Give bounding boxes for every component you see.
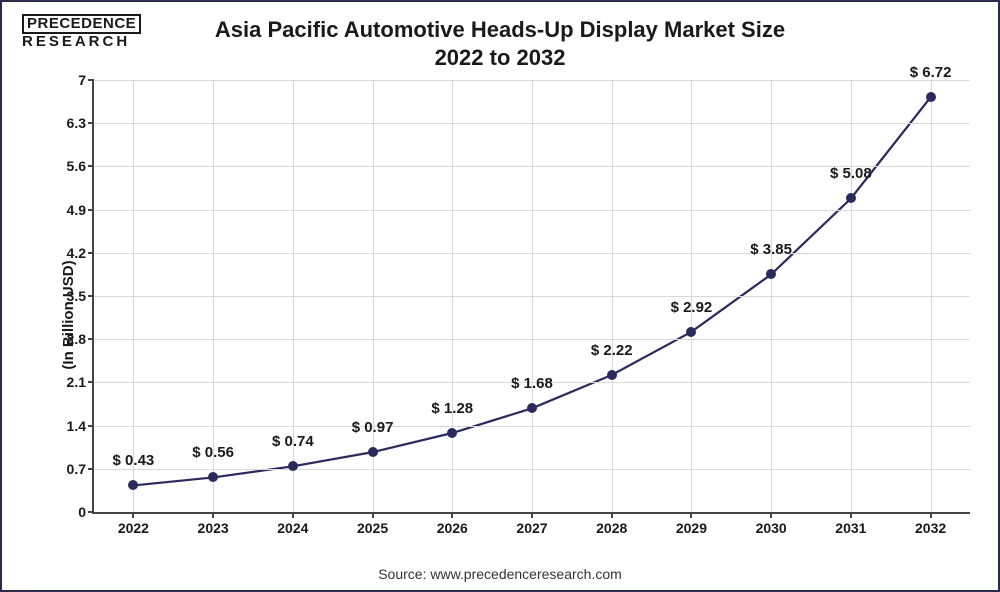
y-tick-mark	[88, 79, 94, 81]
plot-area: 00.71.42.12.83.54.24.95.66.3720222023202…	[92, 80, 970, 514]
y-tick-mark	[88, 252, 94, 254]
y-tick-mark	[88, 295, 94, 297]
data-label: $ 1.28	[431, 400, 473, 433]
data-label: $ 5.08	[830, 165, 872, 198]
chart-container: (In Billion USD) 00.71.42.12.83.54.24.95…	[20, 80, 980, 550]
data-label: $ 3.85	[750, 241, 792, 274]
data-label: $ 2.92	[671, 299, 713, 332]
chart-title: Asia Pacific Automotive Heads-Up Display…	[2, 16, 998, 71]
x-tick-mark	[611, 512, 613, 518]
data-label: $ 0.56	[192, 444, 234, 477]
data-label: $ 1.68	[511, 375, 553, 408]
gridline-vertical	[452, 80, 453, 512]
y-tick-mark	[88, 381, 94, 383]
data-label: $ 0.97	[352, 419, 394, 452]
y-tick-mark	[88, 165, 94, 167]
x-tick-mark	[292, 512, 294, 518]
gridline-vertical	[691, 80, 692, 512]
x-tick-mark	[451, 512, 453, 518]
y-tick-mark	[88, 511, 94, 513]
y-tick-mark	[88, 209, 94, 211]
gridline-vertical	[771, 80, 772, 512]
y-tick-mark	[88, 338, 94, 340]
gridline-vertical	[851, 80, 852, 512]
title-line-1: Asia Pacific Automotive Heads-Up Display…	[215, 17, 785, 42]
y-tick-mark	[88, 468, 94, 470]
x-tick-mark	[770, 512, 772, 518]
x-tick-mark	[690, 512, 692, 518]
x-tick-mark	[132, 512, 134, 518]
x-tick-mark	[850, 512, 852, 518]
gridline-vertical	[532, 80, 533, 512]
data-label: $ 2.22	[591, 342, 633, 375]
y-tick-mark	[88, 122, 94, 124]
x-tick-mark	[531, 512, 533, 518]
source-caption: Source: www.precedenceresearch.com	[2, 566, 998, 582]
data-label: $ 0.74	[272, 433, 314, 466]
x-tick-mark	[372, 512, 374, 518]
y-axis-label: (In Billion USD)	[60, 260, 77, 369]
x-tick-mark	[212, 512, 214, 518]
gridline-vertical	[612, 80, 613, 512]
title-line-2: 2022 to 2032	[435, 45, 566, 70]
data-label: $ 0.43	[113, 452, 155, 485]
gridline-vertical	[133, 80, 134, 512]
y-tick-mark	[88, 425, 94, 427]
x-tick-mark	[930, 512, 932, 518]
data-label: $ 6.72	[910, 64, 952, 97]
gridline-vertical	[931, 80, 932, 512]
